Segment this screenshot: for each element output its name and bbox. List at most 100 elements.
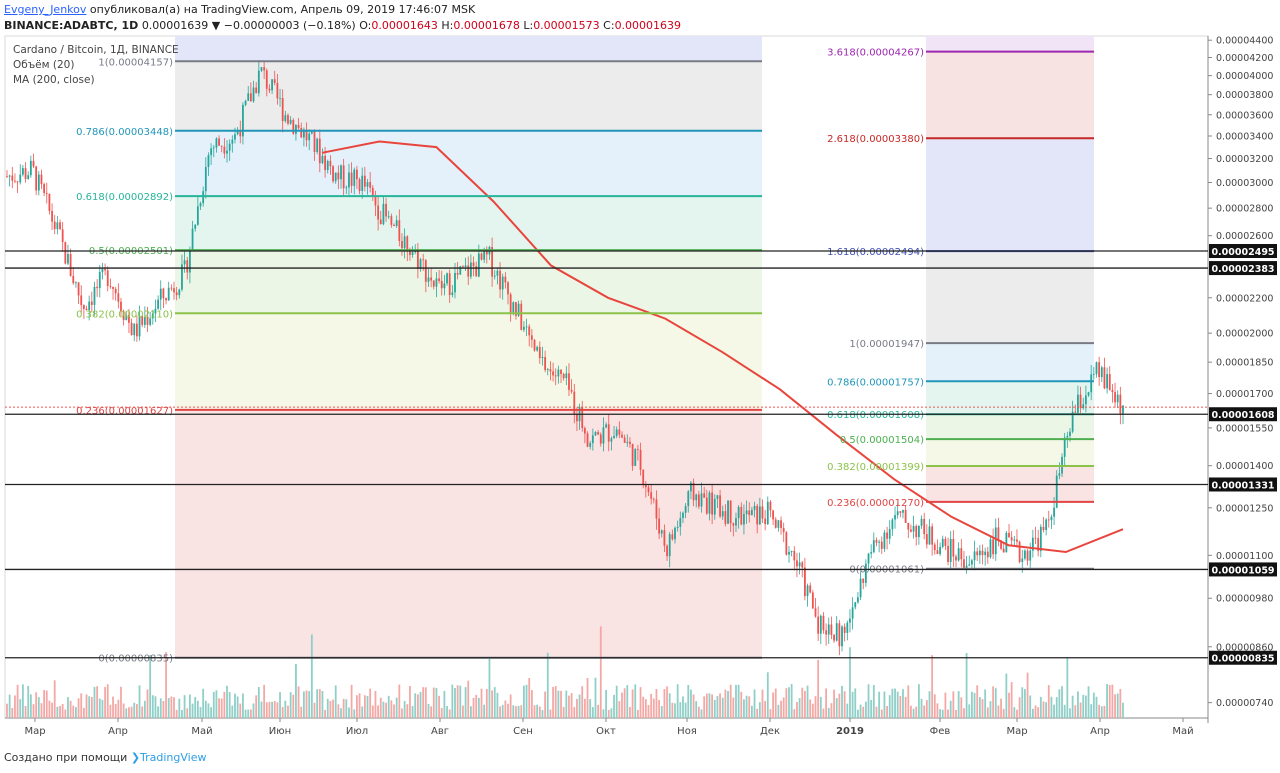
candle-body [745,510,748,515]
candle-body [11,175,14,181]
volume-bar [27,685,30,718]
volume-bar [75,707,77,718]
candle-body [814,608,817,617]
volume-bar [912,708,915,718]
volume-bar [809,699,812,718]
author-link[interactable]: Evgeny_Jenkov [4,3,87,16]
volume-bar [379,697,382,718]
volume-bar [218,698,220,718]
candle-body [295,124,297,134]
candle-body [613,435,615,439]
volume-bar [509,694,512,718]
candle-body [387,216,390,218]
volume-bar [353,709,356,718]
volume-bar [727,691,729,718]
volume-bar [146,689,149,718]
candle-body [671,534,674,540]
candle-body [22,168,24,175]
volume-bar [928,691,931,718]
volume-bar [655,689,658,718]
change-text: −0.00000003 (−0.18%) [223,19,356,32]
candle-body [56,222,59,230]
volume-bar [1037,707,1040,718]
volume-bar [1119,688,1122,718]
volume-bar [1050,696,1053,718]
candle-body [735,518,737,526]
volume-bar [313,702,316,718]
volume-bar [377,705,380,718]
candle-body [565,373,568,379]
volume-bar [894,688,896,718]
fib-extension-label: 0.618(0.00001608) [827,410,924,421]
candle-body [379,219,382,225]
footer-brand[interactable]: TradingView [140,751,207,764]
candle-body [621,434,623,438]
volume-bar [189,694,191,718]
candle-body [986,551,989,558]
volume-bar [382,701,385,718]
candle-body [732,523,735,526]
candle-body [366,182,369,187]
volume-bar [467,680,470,718]
candle-body [1016,539,1018,542]
candle-body [827,624,830,635]
volume-bar [743,699,745,718]
candle-body [615,429,618,436]
volume-bar [252,703,255,718]
candle-body [289,119,292,124]
fib-extension-label: 0.5(0.00001504) [840,435,924,446]
volume-bar [414,693,417,718]
candle-body [93,286,96,305]
volume-bar [602,709,605,718]
volume-bar [247,709,250,718]
candle-body [308,133,311,141]
volume-bar [35,692,38,718]
volume-bar [390,700,393,718]
volume-bar [1079,702,1082,718]
candle-body [138,316,141,337]
volume-bar [1069,708,1071,718]
volume-bar [552,686,554,718]
candle-body [594,432,597,436]
volume-bar [581,686,584,718]
volume-bar [483,704,486,718]
candle-body [14,180,16,182]
candle-body [48,193,51,211]
volume-bar [610,708,613,718]
candle-body [668,534,671,557]
tradingview-logo-icon[interactable]: ❯ [130,751,141,764]
candle-body [173,288,175,293]
volume-bar [875,706,878,718]
volume-bar [456,685,459,718]
candle-body [512,302,515,313]
candle-body [713,498,716,515]
volume-bar [143,700,146,718]
volume-bar [973,692,976,718]
candle-body [24,168,27,179]
volume-bar [1055,697,1058,718]
candle-body [1037,538,1040,552]
volume-bar [170,696,173,718]
legend-ma: MA (200, close) [13,74,95,86]
candle-body [907,522,910,530]
volume-bar [880,709,883,718]
legend-volume: Объём (20) [13,59,75,71]
candle-body [880,541,883,549]
volume-bar [737,684,740,718]
volume-bar [1058,689,1061,718]
volume-bar [56,706,59,718]
candle-body [249,93,252,102]
y-tick-label: 0.00003400 [1216,132,1273,143]
candle-body [697,494,700,507]
volume-bar [615,685,618,718]
candle-body [509,294,512,313]
candle-body [682,512,684,519]
volume-bar [93,686,96,718]
candle-body [1090,374,1093,393]
volume-bar [841,685,843,718]
candle-body [636,449,639,450]
candle-body [655,499,658,519]
fib-extension-label: 0.786(0.00001757) [827,377,924,388]
volume-bar [464,687,467,718]
